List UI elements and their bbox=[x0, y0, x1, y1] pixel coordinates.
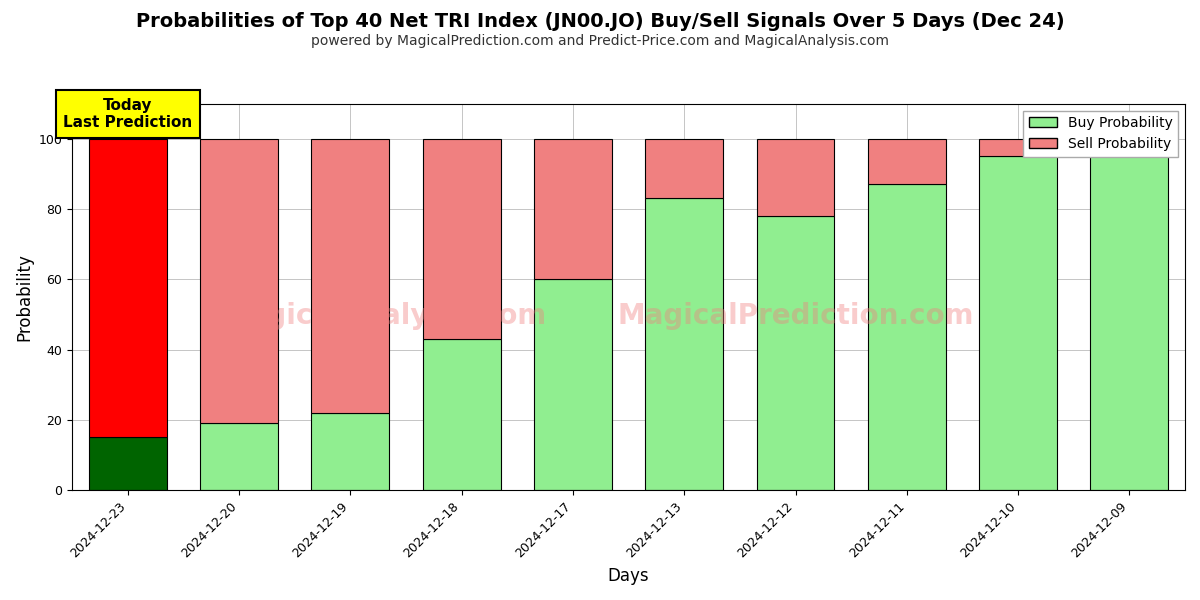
Bar bbox=[756, 139, 834, 216]
Text: Probabilities of Top 40 Net TRI Index (JN00.JO) Buy/Sell Signals Over 5 Days (De: Probabilities of Top 40 Net TRI Index (J… bbox=[136, 12, 1064, 31]
Bar bbox=[422, 139, 500, 339]
Bar bbox=[89, 139, 167, 437]
Bar bbox=[312, 413, 389, 490]
Text: Today
Last Prediction: Today Last Prediction bbox=[64, 98, 192, 130]
Legend: Buy Probability, Sell Probability: Buy Probability, Sell Probability bbox=[1024, 110, 1178, 157]
Text: MagicalAnalysis.com: MagicalAnalysis.com bbox=[221, 302, 547, 330]
Bar bbox=[1091, 149, 1169, 490]
Bar bbox=[422, 339, 500, 490]
Bar bbox=[200, 424, 278, 490]
Bar bbox=[868, 184, 946, 490]
Bar bbox=[646, 139, 724, 199]
Text: MagicalPrediction.com: MagicalPrediction.com bbox=[617, 302, 973, 330]
Bar bbox=[868, 139, 946, 184]
Bar bbox=[1091, 139, 1169, 149]
Bar bbox=[756, 216, 834, 490]
Bar bbox=[200, 139, 278, 424]
Bar bbox=[89, 437, 167, 490]
Bar bbox=[979, 139, 1057, 156]
X-axis label: Days: Days bbox=[607, 567, 649, 585]
Y-axis label: Probability: Probability bbox=[16, 253, 34, 341]
Bar bbox=[534, 279, 612, 490]
Bar bbox=[646, 199, 724, 490]
Bar bbox=[534, 139, 612, 279]
Bar bbox=[312, 139, 389, 413]
Bar bbox=[979, 156, 1057, 490]
Text: powered by MagicalPrediction.com and Predict-Price.com and MagicalAnalysis.com: powered by MagicalPrediction.com and Pre… bbox=[311, 34, 889, 48]
